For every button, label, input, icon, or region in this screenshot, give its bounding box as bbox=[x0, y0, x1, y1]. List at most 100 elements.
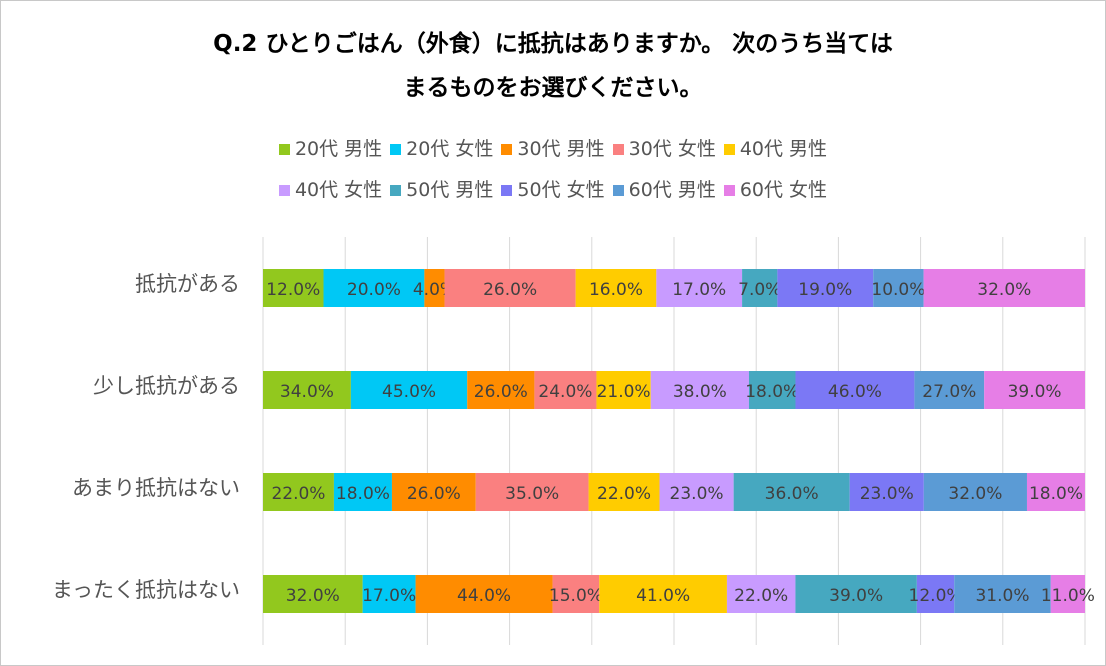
legend-label: 40代 女性 bbox=[294, 179, 383, 201]
data-label: 17.0% bbox=[362, 586, 416, 606]
legend-swatch bbox=[723, 184, 735, 196]
bar-segment bbox=[923, 269, 1085, 307]
data-label: 41.0% bbox=[636, 586, 690, 606]
bar-segment bbox=[748, 371, 796, 409]
legend-swatch bbox=[278, 143, 290, 155]
bar-segment bbox=[849, 473, 924, 511]
bar-segment bbox=[650, 371, 749, 409]
bar-segment bbox=[323, 269, 425, 307]
legend-swatch bbox=[501, 184, 513, 196]
data-label: 22.0% bbox=[271, 484, 325, 504]
legend-item-6: 50代 男性 bbox=[390, 178, 493, 202]
data-label: 22.0% bbox=[734, 586, 788, 606]
data-label: 20.0% bbox=[347, 280, 401, 300]
legend-item-7: 50代 女性 bbox=[501, 178, 605, 202]
legend-item-4: 40代 男性 bbox=[723, 137, 828, 161]
category-label: 少し抵抗がある bbox=[93, 374, 240, 398]
bar-segment bbox=[954, 575, 1051, 613]
bar-segment bbox=[984, 371, 1085, 409]
data-label: 26.0% bbox=[483, 280, 537, 300]
data-label: 34.0% bbox=[280, 382, 334, 402]
legend-swatch bbox=[390, 184, 402, 196]
data-label: 23.0% bbox=[670, 484, 724, 504]
legend-item-9: 60代 女性 bbox=[723, 178, 828, 202]
category-label: まったく抵抗はない bbox=[51, 578, 240, 602]
data-label: 32.0% bbox=[977, 280, 1031, 300]
data-label: 18.0% bbox=[1029, 484, 1083, 504]
data-label: 23.0% bbox=[860, 484, 914, 504]
legend-swatch bbox=[723, 143, 735, 155]
bar-segment bbox=[333, 473, 392, 511]
bar-segment bbox=[795, 371, 915, 409]
legend-label: 30代 女性 bbox=[628, 138, 716, 160]
data-label: 15.0% bbox=[549, 586, 603, 606]
data-label: 18.0% bbox=[745, 382, 799, 402]
legend-label: 40代 男性 bbox=[739, 138, 828, 160]
legend-swatch bbox=[612, 143, 624, 155]
bar-segment bbox=[659, 473, 734, 511]
bar-segment bbox=[588, 473, 660, 511]
legend-item-1: 20代 女性 bbox=[390, 137, 493, 161]
bar-segment bbox=[1026, 473, 1085, 511]
legend-label: 50代 女性 bbox=[517, 179, 605, 201]
data-label: 21.0% bbox=[597, 382, 651, 402]
data-label: 46.0% bbox=[828, 382, 882, 402]
bar-segment bbox=[467, 371, 535, 409]
bar-segment bbox=[350, 371, 468, 409]
data-label: 39.0% bbox=[1008, 382, 1062, 402]
bar-segment bbox=[914, 371, 985, 409]
legend-swatch bbox=[390, 143, 402, 155]
bar-segment bbox=[575, 269, 657, 307]
category-label: 抵抗がある bbox=[135, 272, 240, 296]
bar-segment bbox=[263, 575, 363, 613]
bar-segment bbox=[444, 269, 576, 307]
legend-swatch bbox=[501, 143, 513, 155]
bar-segment bbox=[362, 575, 416, 613]
chart-title-line2: まるものをお選びください。 bbox=[403, 75, 703, 101]
legend-item-8: 60代 男性 bbox=[612, 178, 716, 202]
data-label: 32.0% bbox=[286, 586, 340, 606]
data-label: 26.0% bbox=[407, 484, 461, 504]
data-label: 31.0% bbox=[975, 586, 1029, 606]
bar-segment bbox=[552, 575, 600, 613]
chart-title-line1: Q.2 ひとりごはん（外食）に抵抗はありますか。 次のうち当ては bbox=[213, 31, 893, 57]
legend-label: 60代 女性 bbox=[739, 179, 828, 201]
data-label: 18.0% bbox=[336, 484, 390, 504]
bar-segment bbox=[726, 575, 796, 613]
bar-segment bbox=[777, 269, 874, 307]
legend-label: 20代 女性 bbox=[406, 138, 494, 160]
legend-item-3: 30代 女性 bbox=[612, 137, 716, 161]
data-label: 36.0% bbox=[765, 484, 819, 504]
data-label: 45.0% bbox=[382, 382, 436, 402]
chart-title: Q.2 ひとりごはん（外食）に抵抗はありますか。 次のうち当ては まるものをお選… bbox=[0, 22, 1106, 110]
data-label: 44.0% bbox=[457, 586, 511, 606]
bar-segment bbox=[263, 473, 334, 511]
bar-segment bbox=[596, 371, 651, 409]
data-label: 12.0% bbox=[266, 280, 320, 300]
bar-segment bbox=[916, 575, 955, 613]
legend-label: 30代 男性 bbox=[517, 138, 605, 160]
bar-segment bbox=[795, 575, 917, 613]
data-label: 26.0% bbox=[474, 382, 528, 402]
bar-segment bbox=[923, 473, 1027, 511]
data-label: 24.0% bbox=[538, 382, 592, 402]
bar-segment bbox=[1050, 575, 1085, 613]
data-label: 22.0% bbox=[597, 484, 651, 504]
legend-swatch bbox=[278, 184, 290, 196]
bar-segment bbox=[873, 269, 924, 307]
bar-segment bbox=[599, 575, 727, 613]
data-label: 16.0% bbox=[589, 280, 643, 300]
data-label: 17.0% bbox=[672, 280, 726, 300]
legend-label: 60代 男性 bbox=[628, 179, 716, 201]
data-label: 11.0% bbox=[1041, 586, 1095, 606]
data-label: 35.0% bbox=[505, 484, 559, 504]
data-label: 39.0% bbox=[829, 586, 883, 606]
bar-segment bbox=[534, 371, 597, 409]
bar-segment bbox=[742, 269, 778, 307]
legend-item-0: 20代 男性 bbox=[278, 137, 382, 161]
bar-segment bbox=[391, 473, 476, 511]
data-label: 10.0% bbox=[871, 280, 925, 300]
data-label: 7.0% bbox=[738, 280, 781, 300]
